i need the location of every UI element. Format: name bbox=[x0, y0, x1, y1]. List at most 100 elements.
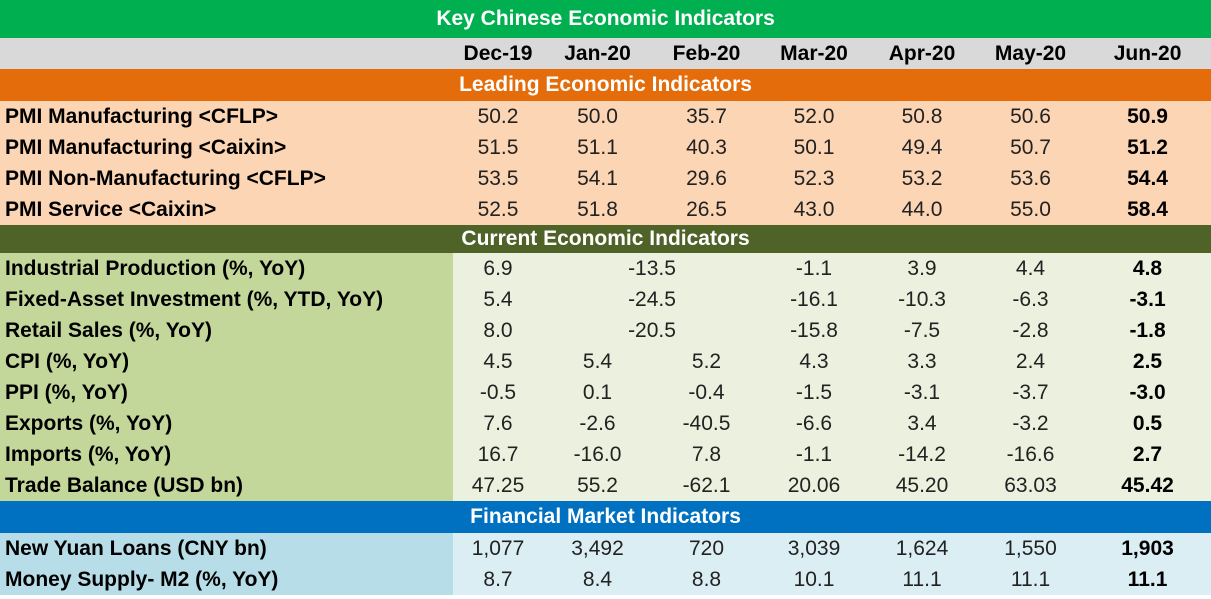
cell-value: 51.8 bbox=[543, 194, 652, 225]
latest-value: -1.8 bbox=[1084, 315, 1211, 346]
cell-value: 4.4 bbox=[977, 253, 1084, 284]
latest-value: 2.7 bbox=[1084, 439, 1211, 470]
cell-value: -3.7 bbox=[977, 377, 1084, 408]
cell-value: 53.6 bbox=[977, 163, 1084, 194]
table-row: Industrial Production (%, YoY) 6.9 -13.5… bbox=[0, 253, 1211, 284]
cell-value: 50.7 bbox=[977, 132, 1084, 163]
row-label: Trade Balance (USD bn) bbox=[0, 470, 453, 501]
cell-value: -6.6 bbox=[761, 408, 867, 439]
section-header-financial: Financial Market Indicators bbox=[0, 501, 1211, 533]
title-row: Key Chinese Economic Indicators bbox=[0, 0, 1211, 38]
cell-value: 50.6 bbox=[977, 101, 1084, 132]
cell-value: 6.9 bbox=[453, 253, 543, 284]
month-header: Jun-20 bbox=[1084, 38, 1211, 69]
cell-value: 51.5 bbox=[453, 132, 543, 163]
section-header-leading: Leading Economic Indicators bbox=[0, 69, 1211, 101]
cell-value: -2.6 bbox=[543, 408, 652, 439]
cell-value: 0.1 bbox=[543, 377, 652, 408]
cell-value: -15.8 bbox=[761, 315, 867, 346]
cell-value: 40.3 bbox=[652, 132, 761, 163]
cell-value: 3.4 bbox=[867, 408, 977, 439]
row-label: Industrial Production (%, YoY) bbox=[0, 253, 453, 284]
cell-value: 3,039 bbox=[761, 533, 867, 564]
cell-value: -16.0 bbox=[543, 439, 652, 470]
cell-value: 52.5 bbox=[453, 194, 543, 225]
latest-value: -3.1 bbox=[1084, 284, 1211, 315]
cell-value: 51.1 bbox=[543, 132, 652, 163]
cell-value: 45.20 bbox=[867, 470, 977, 501]
latest-value: 2.5 bbox=[1084, 346, 1211, 377]
latest-value: 50.9 bbox=[1084, 101, 1211, 132]
cell-value: 5.4 bbox=[453, 284, 543, 315]
month-header: Mar-20 bbox=[761, 38, 867, 69]
cell-value: -0.5 bbox=[453, 377, 543, 408]
cell-value: -3.1 bbox=[867, 377, 977, 408]
cell-value-merged: -20.5 bbox=[543, 315, 761, 346]
header-blank bbox=[0, 38, 453, 69]
cell-value: -7.5 bbox=[867, 315, 977, 346]
cell-value: 5.4 bbox=[543, 346, 652, 377]
latest-value: 58.4 bbox=[1084, 194, 1211, 225]
table-row: Imports (%, YoY) 16.7 -16.0 7.8 -1.1 -14… bbox=[0, 439, 1211, 470]
cell-value: -1.1 bbox=[761, 439, 867, 470]
month-header-row: Dec-19 Jan-20 Feb-20 Mar-20 Apr-20 May-2… bbox=[0, 38, 1211, 69]
cell-value: 47.25 bbox=[453, 470, 543, 501]
cell-value: 50.0 bbox=[543, 101, 652, 132]
cell-value: -40.5 bbox=[652, 408, 761, 439]
cell-value-merged: -13.5 bbox=[543, 253, 761, 284]
cell-value: -0.4 bbox=[652, 377, 761, 408]
latest-value: 45.42 bbox=[1084, 470, 1211, 501]
row-label: Retail Sales (%, YoY) bbox=[0, 315, 453, 346]
cell-value: 7.8 bbox=[652, 439, 761, 470]
month-header: Dec-19 bbox=[453, 38, 543, 69]
cell-value: -1.5 bbox=[761, 377, 867, 408]
row-label: PMI Non-Manufacturing <CFLP> bbox=[0, 163, 453, 194]
cell-value: 1,550 bbox=[977, 533, 1084, 564]
row-label: PMI Manufacturing <Caixin> bbox=[0, 132, 453, 163]
row-label: Exports (%, YoY) bbox=[0, 408, 453, 439]
row-label: PPI (%, YoY) bbox=[0, 377, 453, 408]
section-title: Leading Economic Indicators bbox=[0, 69, 1211, 101]
cell-value: 29.6 bbox=[652, 163, 761, 194]
cell-value: 8.0 bbox=[453, 315, 543, 346]
table-row: Trade Balance (USD bn) 47.25 55.2 -62.1 … bbox=[0, 470, 1211, 501]
row-label: Money Supply- M2 (%, YoY) bbox=[0, 564, 453, 595]
cell-value: 54.1 bbox=[543, 163, 652, 194]
cell-value: 52.0 bbox=[761, 101, 867, 132]
cell-value: -3.2 bbox=[977, 408, 1084, 439]
section-header-current: Current Economic Indicators bbox=[0, 225, 1211, 253]
cell-value: 44.0 bbox=[867, 194, 977, 225]
cell-value: 3,492 bbox=[543, 533, 652, 564]
cell-value: -10.3 bbox=[867, 284, 977, 315]
cell-value: 50.8 bbox=[867, 101, 977, 132]
cell-value: 11.1 bbox=[867, 564, 977, 595]
cell-value: 53.2 bbox=[867, 163, 977, 194]
month-header: Apr-20 bbox=[867, 38, 977, 69]
cell-value: 11.1 bbox=[977, 564, 1084, 595]
row-label: CPI (%, YoY) bbox=[0, 346, 453, 377]
cell-value: -6.3 bbox=[977, 284, 1084, 315]
cell-value: 2.4 bbox=[977, 346, 1084, 377]
section-title: Current Economic Indicators bbox=[0, 225, 1211, 253]
latest-value: 11.1 bbox=[1084, 564, 1211, 595]
cell-value: 43.0 bbox=[761, 194, 867, 225]
row-label: PMI Manufacturing <CFLP> bbox=[0, 101, 453, 132]
table-row: CPI (%, YoY) 4.5 5.4 5.2 4.3 3.3 2.4 2.5 bbox=[0, 346, 1211, 377]
cell-value: 10.1 bbox=[761, 564, 867, 595]
table-row: PPI (%, YoY) -0.5 0.1 -0.4 -1.5 -3.1 -3.… bbox=[0, 377, 1211, 408]
cell-value-merged: -24.5 bbox=[543, 284, 761, 315]
table-row: PMI Manufacturing <Caixin> 51.5 51.1 40.… bbox=[0, 132, 1211, 163]
cell-value: 49.4 bbox=[867, 132, 977, 163]
latest-value: 0.5 bbox=[1084, 408, 1211, 439]
cell-value: -16.6 bbox=[977, 439, 1084, 470]
cell-value: 3.9 bbox=[867, 253, 977, 284]
cell-value: -62.1 bbox=[652, 470, 761, 501]
row-label: PMI Service <Caixin> bbox=[0, 194, 453, 225]
cell-value: 4.3 bbox=[761, 346, 867, 377]
cell-value: 26.5 bbox=[652, 194, 761, 225]
cell-value: -14.2 bbox=[867, 439, 977, 470]
table-row: New Yuan Loans (CNY bn) 1,077 3,492 720 … bbox=[0, 533, 1211, 564]
cell-value: 52.3 bbox=[761, 163, 867, 194]
cell-value: 55.0 bbox=[977, 194, 1084, 225]
cell-value: -16.1 bbox=[761, 284, 867, 315]
